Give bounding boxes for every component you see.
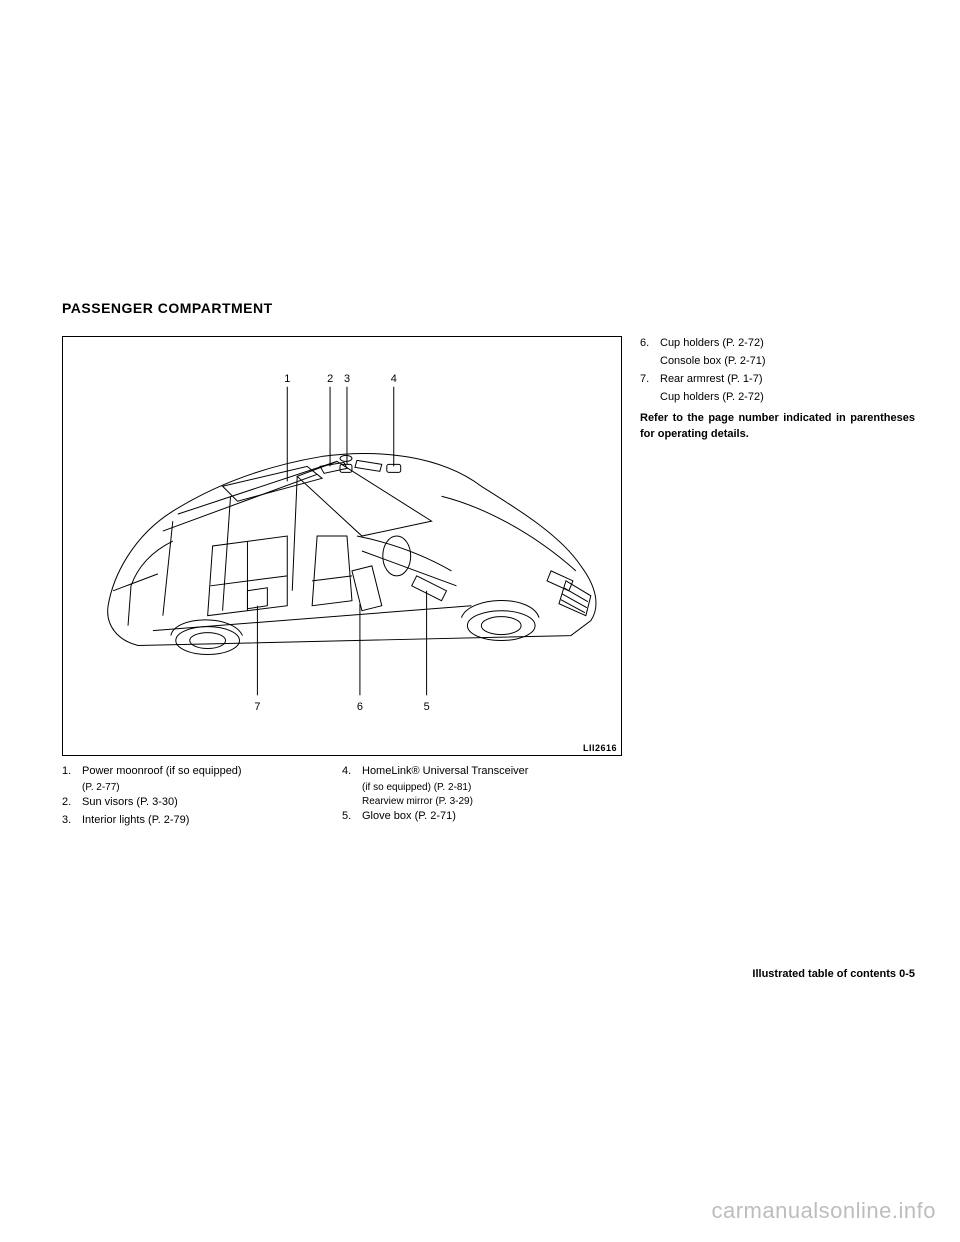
callout-num: 1. — [62, 764, 82, 779]
label-1: 1 — [284, 373, 290, 385]
label-5: 5 — [424, 701, 430, 713]
callout-num: 7. — [640, 372, 660, 388]
figure-code: LII2616 — [583, 743, 617, 753]
car-diagram: 1 2 3 4 7 6 5 — [63, 337, 621, 755]
callout-num: 6. — [640, 336, 660, 352]
callout-text: HomeLink® Universal Transceiver — [362, 764, 622, 779]
callout-num: 2. — [62, 795, 82, 810]
callout-sub: (P. 2-77) — [62, 781, 342, 795]
label-7: 7 — [254, 701, 260, 713]
callout-sub-row: Cup holders (P. 2-72) — [640, 390, 915, 406]
callout-item: 5. Glove box (P. 2-71) — [342, 809, 622, 824]
watermark: carmanualsonline.info — [711, 1198, 936, 1224]
callout-num: 5. — [342, 809, 362, 824]
callout-text: Interior lights (P. 2-79) — [82, 813, 342, 828]
callout-item: 2. Sun visors (P. 3-30) — [62, 795, 342, 810]
callout-sub: Console box (P. 2-71) — [660, 354, 915, 370]
callout-item: 1. Power moonroof (if so equipped) — [62, 764, 342, 779]
figure-frame: 1 2 3 4 7 6 5 — [62, 336, 622, 756]
label-2: 2 — [327, 373, 333, 385]
callout-text: Power moonroof (if so equipped) — [82, 764, 342, 779]
label-3: 3 — [344, 373, 350, 385]
callout-num: 4. — [342, 764, 362, 779]
callout-num: 3. — [62, 813, 82, 828]
callout-item: 7. Rear armrest (P. 1-7) — [640, 372, 915, 388]
reference-note: Refer to the page number indicated in pa… — [640, 410, 915, 443]
callout-sub: Cup holders (P. 2-72) — [660, 390, 915, 406]
section-title: PASSENGER COMPARTMENT — [62, 300, 915, 316]
label-4: 4 — [391, 373, 397, 385]
callout-text: Cup holders (P. 2-72) — [660, 336, 915, 352]
callout-item: 6. Cup holders (P. 2-72) — [640, 336, 915, 352]
page-footer: Illustrated table of contents 0-5 — [752, 968, 915, 980]
callout-sub: Rearview mirror (P. 3-29) — [342, 795, 622, 809]
callout-item: 4. HomeLink® Universal Transceiver — [342, 764, 622, 779]
callout-text: Rear armrest (P. 1-7) — [660, 372, 915, 388]
label-6: 6 — [357, 701, 363, 713]
callout-sub-row: Console box (P. 2-71) — [640, 354, 915, 370]
callout-text: Sun visors (P. 3-30) — [82, 795, 342, 810]
callout-item: 3. Interior lights (P. 2-79) — [62, 813, 342, 828]
callout-sub: (if so equipped) (P. 2-81) — [342, 781, 622, 795]
callout-text: Glove box (P. 2-71) — [362, 809, 622, 824]
